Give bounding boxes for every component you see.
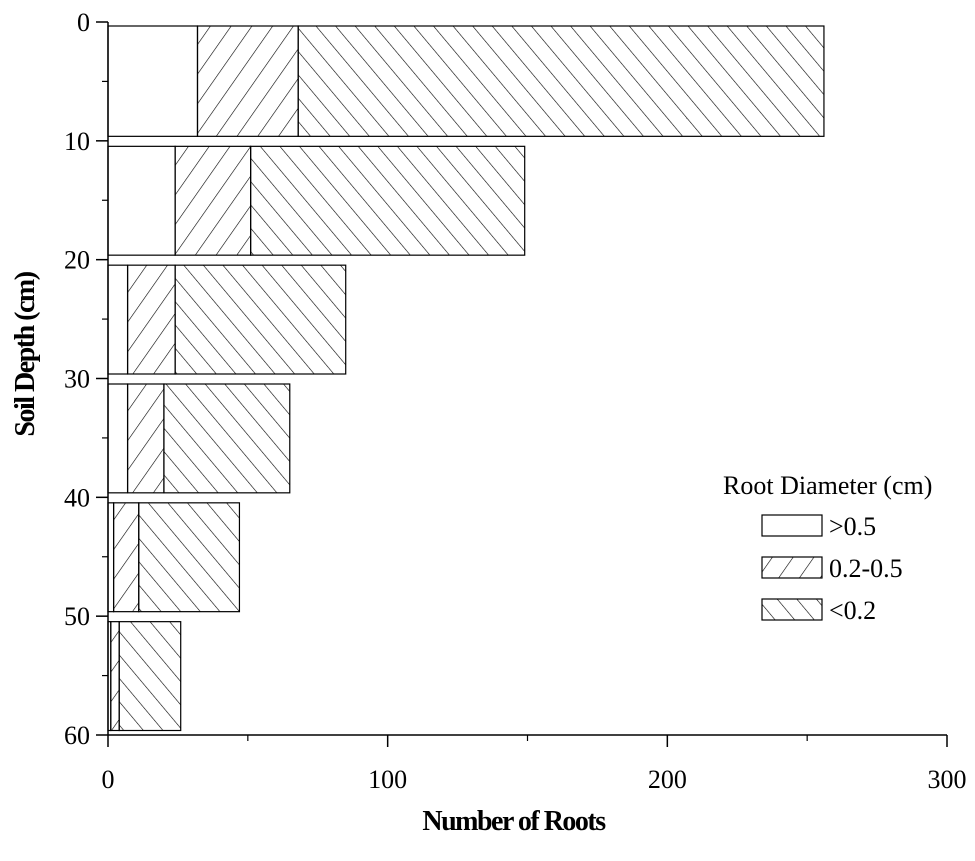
bar-0-10-series-2	[297, 25, 825, 137]
y-tick-label: 50	[64, 602, 90, 631]
bar-10-20-series-1	[174, 145, 252, 256]
bars-layer	[107, 25, 825, 732]
legend-label: <0.2	[829, 596, 876, 625]
bar-30-40-series-1	[126, 383, 165, 494]
y-tick-label: 40	[64, 483, 90, 512]
y-tick-label: 30	[64, 365, 90, 394]
bar-20-30-series-2	[174, 264, 347, 375]
x-tick-label: 0	[102, 765, 115, 794]
bar-0-10-series-1	[196, 25, 299, 137]
bar-10-20-series-0	[107, 145, 176, 256]
y-tick-label: 0	[77, 8, 90, 37]
y-tick-label: 10	[64, 127, 90, 156]
y-axis-title: Soil Depth (cm)	[10, 271, 41, 436]
bar-50-60-series-2	[118, 621, 182, 732]
bar-20-30-series-0	[107, 264, 129, 375]
bar-0-10-series-0	[107, 25, 199, 137]
y-tick-label: 60	[64, 721, 90, 750]
legend-title: Root Diameter (cm)	[723, 471, 932, 500]
x-tick-label: 100	[368, 765, 407, 794]
bar-10-20-series-2	[250, 145, 526, 256]
x-tick-label: 200	[648, 765, 687, 794]
legend-swatch	[761, 598, 823, 621]
bar-40-50-series-0	[107, 502, 115, 613]
legend-swatch	[761, 514, 823, 537]
bar-40-50-series-2	[138, 502, 241, 613]
bar-30-40-series-0	[107, 383, 129, 494]
y-tick-label: 20	[64, 246, 90, 275]
bar-50-60-series-1	[110, 621, 120, 732]
bar-20-30-series-1	[126, 264, 176, 375]
legend-label: >0.5	[829, 512, 876, 541]
axes-layer	[96, 21, 948, 747]
legend-label: 0.2-0.5	[829, 554, 903, 583]
legend-swatch	[761, 556, 823, 579]
bar-40-50-series-1	[112, 502, 140, 613]
x-axis-title: Number of Roots	[422, 806, 606, 837]
bar-30-40-series-2	[163, 383, 291, 494]
x-tick-label: 300	[928, 765, 967, 794]
labels-layer: 0 10 20 30 40 50 60 0 100 200 300 Number of Roots So…	[10, 8, 967, 837]
legend: Root Diameter (cm) >0.5 0.2-0.5 <0.2	[723, 471, 932, 625]
